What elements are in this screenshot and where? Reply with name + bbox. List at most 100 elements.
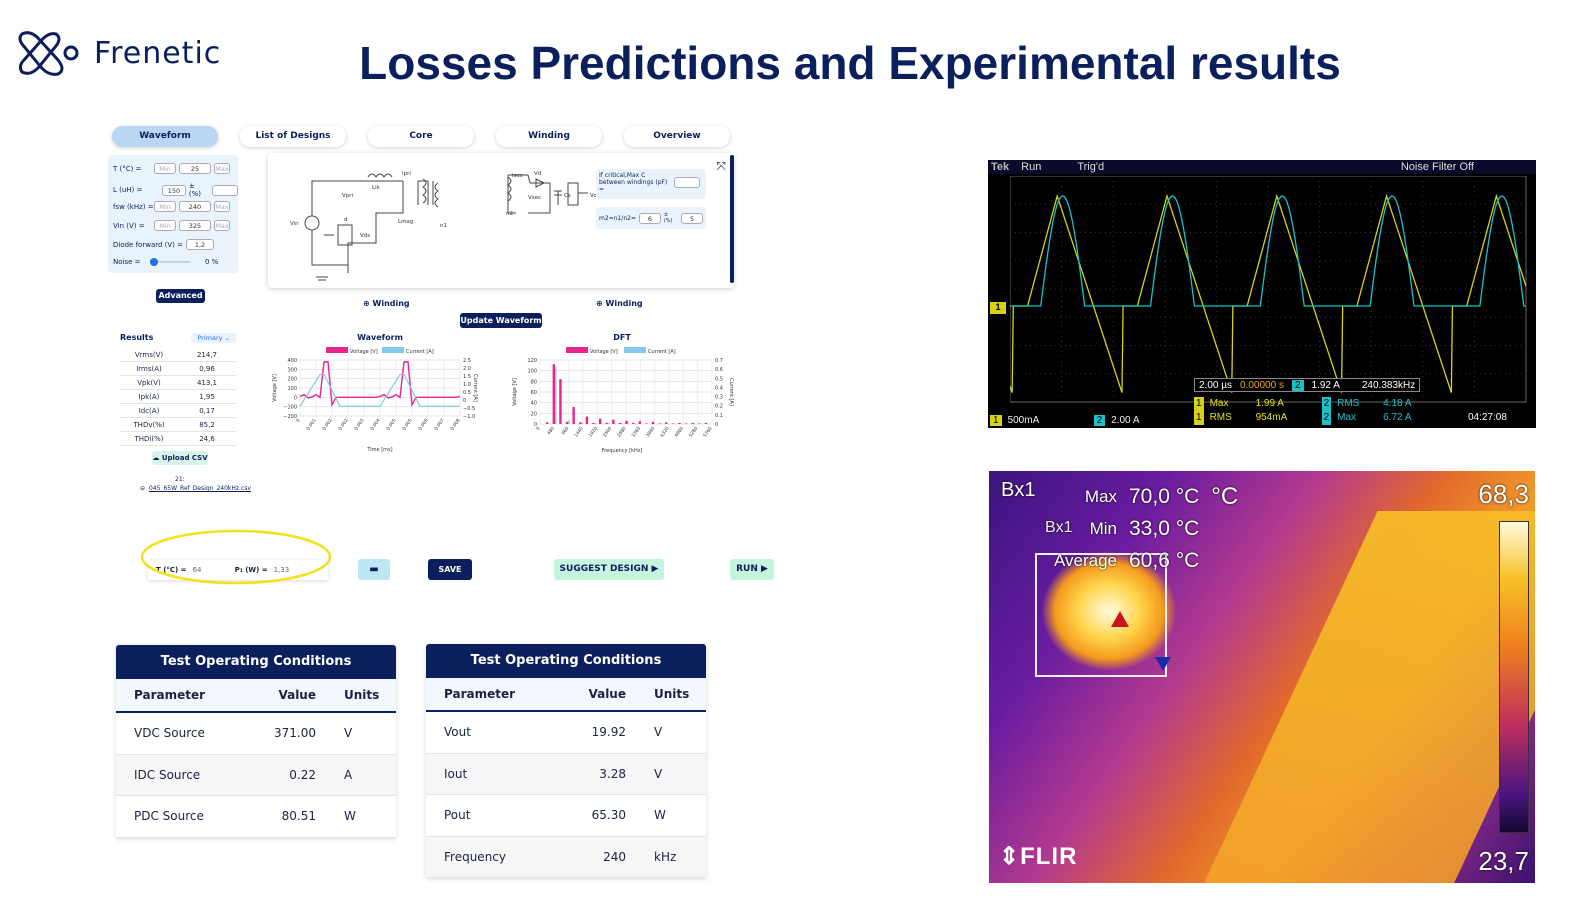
test-conditions-output-table: Test Operating Conditions Parameter Value… <box>426 644 706 878</box>
value-cell: 19.92 <box>591 725 626 740</box>
dft-voltage-bar <box>618 422 622 424</box>
temperature-field[interactable]: 25 <box>179 163 211 174</box>
value-cell: 3.28 <box>599 766 626 781</box>
x-tick: 960 <box>560 426 570 437</box>
suggest-design-button[interactable]: SUGGEST DESIGN ▶ <box>554 559 664 580</box>
y-tick: 100 <box>287 386 297 392</box>
ch2-trace <box>1010 195 1526 307</box>
ratio-field[interactable]: 6 <box>638 212 661 224</box>
result-row: Irms(A) 0,96 <box>120 362 236 376</box>
voltage-series <box>299 361 461 408</box>
upload-label: Upload CSV <box>161 454 208 462</box>
min-field[interactable]: Min <box>154 201 176 212</box>
inductance-field[interactable]: 150 <box>161 184 186 196</box>
save-button[interactable]: SAVE <box>428 559 472 580</box>
legend-current: Current [A] <box>648 349 676 355</box>
temperature-label: T (°C) = <box>156 566 187 574</box>
thermal-readings: Max 70,0 °C °C Min 33,0 °C Average 60,6 °C <box>1054 481 1238 577</box>
value-cell: 0.22 <box>289 767 316 782</box>
noise-value: 0 % <box>205 258 219 266</box>
play-icon: ▶ <box>651 564 659 574</box>
tolerance-label: ± (%) <box>188 182 201 198</box>
tolerance-field[interactable] <box>212 184 238 196</box>
label-lmag: Lmag <box>398 219 413 225</box>
tab-waveform[interactable]: Waveform <box>112 126 218 147</box>
expand-icon[interactable]: ⤧ <box>716 159 726 173</box>
frequency-field[interactable]: 240 <box>179 201 211 212</box>
dft-voltage-bar <box>651 421 655 424</box>
add-winding-button-1[interactable]: ⊕ Winding <box>363 299 410 308</box>
file-name[interactable]: 045_65W_Ref_Design_240kHz.csv <box>149 485 251 492</box>
y-tick: 20 <box>531 411 537 417</box>
update-waveform-button[interactable]: Update Waveform <box>460 313 542 328</box>
value-cell: 240 <box>603 849 626 864</box>
col-header: Parameter <box>134 688 206 702</box>
label-ipri: Ipri <box>402 171 411 177</box>
primary-selector[interactable]: Primary ⌄ <box>191 332 236 343</box>
dft-voltage-bar <box>678 422 681 424</box>
min-field[interactable]: Min <box>154 220 176 231</box>
frenetic-x-icon <box>18 31 79 76</box>
dft-current-bar <box>581 422 583 424</box>
add-winding-button-2[interactable]: ⊕ Winding <box>596 299 643 308</box>
y2-tick: 1.5 <box>463 374 471 380</box>
unit-cell: V <box>344 726 353 741</box>
ratio-tolerance-field[interactable]: 5 <box>681 212 703 224</box>
export-icon[interactable]: ▬ <box>358 559 390 580</box>
tab-list-of-designs[interactable]: List of Designs <box>240 126 346 147</box>
y-tick: 100 <box>527 369 537 375</box>
x-tick: 5760 <box>702 426 714 439</box>
advanced-button[interactable]: Advanced <box>156 289 205 303</box>
max-field[interactable]: Max <box>214 163 230 174</box>
meas-ch1-badge: 1 <box>1194 397 1204 411</box>
remove-file-icon[interactable]: ⊖ <box>140 485 146 492</box>
label-vsec: Vsec <box>528 195 541 201</box>
result-value: 214,7 <box>196 350 218 359</box>
x-tick: 1920 <box>587 426 599 439</box>
schematic-panel: Ipri Llk Lmag Vpri Vin Vds d n1 Isec Vd … <box>268 153 734 288</box>
x-tick: 4800 <box>673 426 685 439</box>
input-label: Noise = <box>113 258 141 266</box>
input-label: L (uH) = <box>113 186 143 194</box>
vin-field[interactable]: 325 <box>179 220 211 231</box>
play-icon: ▶ <box>761 564 768 574</box>
diode-forward-field[interactable]: 1,2 <box>186 239 214 250</box>
critical-capacitance-field[interactable] <box>674 177 700 188</box>
file-item[interactable]: ⊖ 045_65W_Ref_Design_240kHz.csv <box>140 485 251 492</box>
scrollbar[interactable] <box>730 155 734 283</box>
run-button[interactable]: RUN ▶ <box>730 559 774 580</box>
tab-overview[interactable]: Overview <box>624 126 730 147</box>
dft-voltage-bar <box>645 423 648 424</box>
ch2-badge: 2 <box>1093 414 1106 426</box>
param-cell: Iout <box>444 766 468 781</box>
table-title: Test Operating Conditions <box>426 644 706 678</box>
y-tick: 200 <box>287 377 297 383</box>
result-row: THDi(%) 24,6 <box>120 432 236 446</box>
upload-csv-button[interactable]: ☁ Upload CSV <box>152 451 208 465</box>
noise-slider[interactable] <box>150 258 190 266</box>
min-field[interactable]: Min <box>154 163 176 174</box>
max-field[interactable]: Max <box>214 220 230 231</box>
thermal-image: Bx1 Bx1 Max 70,0 °C °C Min 33,0 °C Average 6… <box>989 471 1535 883</box>
min-label: Min <box>1089 519 1117 538</box>
slider-handle[interactable] <box>150 258 158 266</box>
input-label: Vin (V) = <box>113 221 145 230</box>
max-field[interactable]: Max <box>214 201 230 212</box>
ch2-badge: 2 <box>1291 379 1304 391</box>
max-value: 70,0 °C <box>1129 485 1200 508</box>
x-tick: 0.002 <box>337 418 349 432</box>
result-row: Vpk(V) 413,1 <box>120 376 236 390</box>
tab-winding[interactable]: Winding <box>496 126 602 147</box>
x-tick: 0.006 <box>417 418 429 432</box>
dft-voltage-bar <box>546 422 549 424</box>
x-tick: 0.001 <box>305 418 317 432</box>
chart-title: Waveform <box>357 333 403 342</box>
ch1-marker: 1 <box>990 302 1006 314</box>
meas-value: 1.99 A <box>1255 398 1284 409</box>
losses-value: 1,33 <box>273 566 290 574</box>
meas-ch2-badge: 2 <box>1321 397 1332 411</box>
input-panel: T (°C) = Min 25 Max L (uH) = 150 ± (%) f… <box>108 155 238 273</box>
tab-core[interactable]: Core <box>368 126 474 147</box>
label-vin: Vin <box>290 221 299 227</box>
y-tick: 0 <box>294 395 297 401</box>
